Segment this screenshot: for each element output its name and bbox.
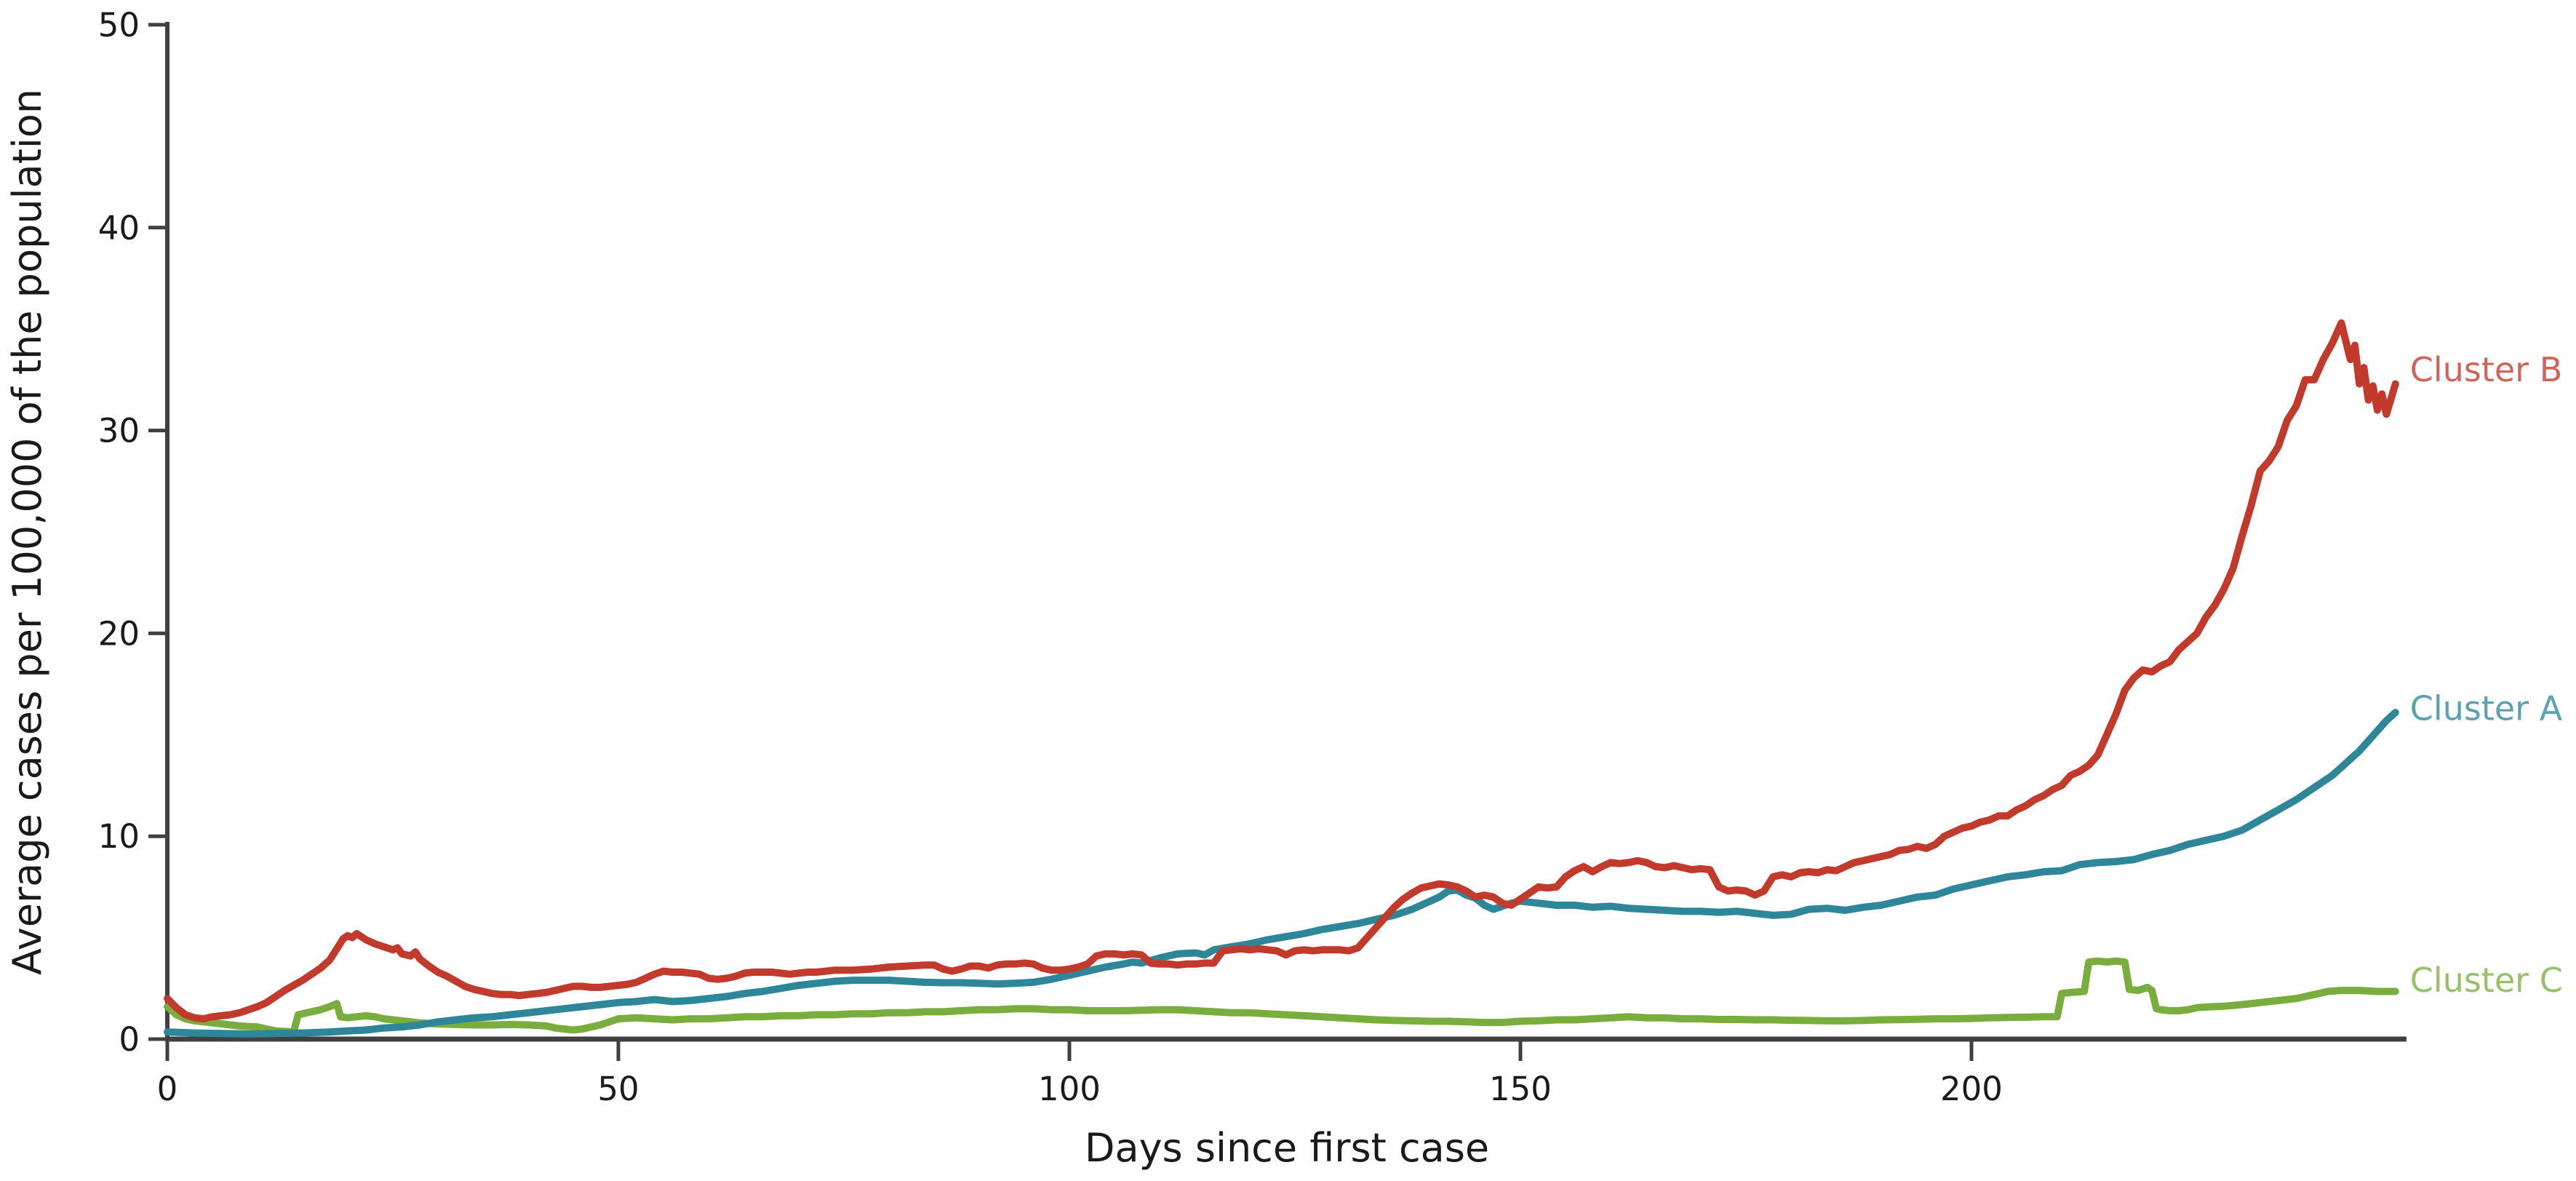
series-end-label-cluster-b: Cluster B: [2410, 350, 2562, 389]
x-tick-label: 150: [1489, 1070, 1552, 1108]
y-tick-label: 10: [98, 817, 140, 856]
y-tick-label: 50: [98, 6, 140, 44]
series-end-label-cluster-a: Cluster A: [2410, 689, 2563, 728]
series-line-cluster-c: [164, 957, 2399, 1036]
x-tick-label: 200: [1940, 1070, 2003, 1108]
series-end-label-cluster-c: Cluster C: [2410, 961, 2563, 1000]
x-axis-label: Days since first case: [1085, 1125, 1489, 1171]
y-axis-label: Average cases per 100,000 of the populat…: [4, 89, 50, 975]
y-tick-label: 0: [119, 1020, 140, 1059]
chart-generated-content: 0 10 20 30 40 50 0 50 100 150 200 Cluster C Cluster …: [98, 6, 2563, 1108]
series-line-cluster-a: [164, 709, 2399, 1038]
x-tick-label: 100: [1038, 1070, 1101, 1108]
series-line-cluster-b: [164, 319, 2399, 1023]
x-tick-label: 50: [597, 1070, 639, 1108]
y-tick-label: 40: [98, 209, 140, 247]
y-tick-label: 30: [98, 412, 140, 450]
y-tick-label: 20: [98, 614, 140, 653]
x-tick-label: 0: [157, 1070, 178, 1108]
